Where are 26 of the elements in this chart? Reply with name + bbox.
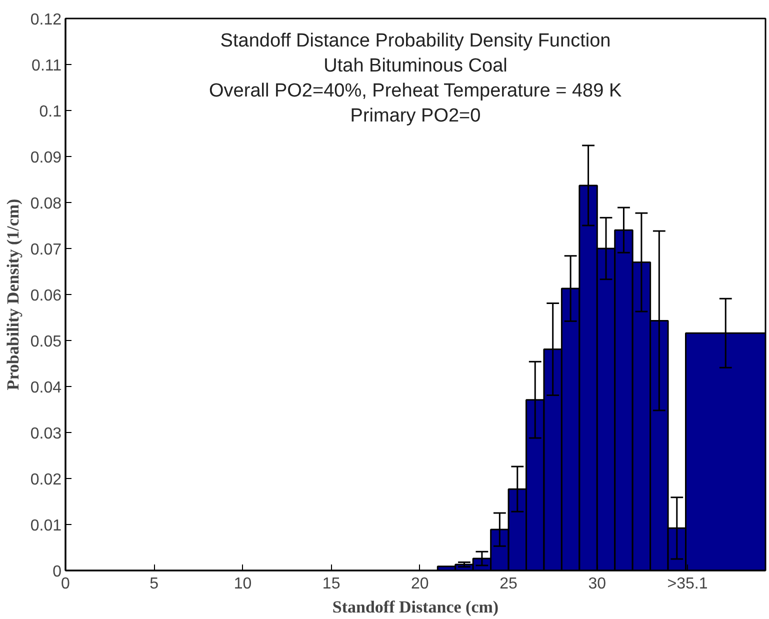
x-tick-label: 20 — [411, 576, 429, 592]
y-tick-label: 0.09 — [30, 150, 62, 166]
annotation: Primary PO2=0 — [350, 106, 481, 126]
y-tick-label: 0.07 — [30, 242, 62, 258]
y-tick-label: 0.11 — [32, 58, 62, 74]
x-tick-label: 25 — [500, 576, 518, 592]
y-tick-label: 0.06 — [30, 288, 62, 304]
y-tick-label: 0.08 — [30, 196, 62, 212]
x-tick-label: 30 — [588, 576, 606, 592]
y-tick-label: 0.03 — [30, 426, 62, 442]
x-axis-title: Standoff Distance (cm) — [332, 598, 499, 616]
y-axis-title: Probability Density (1/cm) — [3, 198, 22, 390]
y-tick-label: 0.05 — [30, 334, 62, 350]
y-tick-label: 0 — [52, 564, 62, 580]
y-tick-label: 0.1 — [39, 104, 62, 120]
text: Standoff Distance Probability Density Function — [220, 30, 611, 52]
y-tick-label: 0.12 — [30, 12, 62, 28]
x-tick-label: 15 — [322, 576, 340, 592]
y-tick-label: 0.04 — [30, 380, 62, 396]
y-tick-label: 0.01 — [30, 518, 62, 534]
y-tick-label: 0.02 — [30, 472, 62, 488]
annotation: Utah Bituminous Coal — [324, 56, 508, 76]
x-tick-label: 10 — [234, 576, 252, 592]
x-tick-label: >35.1 — [667, 576, 708, 592]
annotation: Overall PO2=40%, Preheat Temperature = 489 K — [209, 80, 622, 102]
x-tick-label: 5 — [150, 576, 159, 592]
